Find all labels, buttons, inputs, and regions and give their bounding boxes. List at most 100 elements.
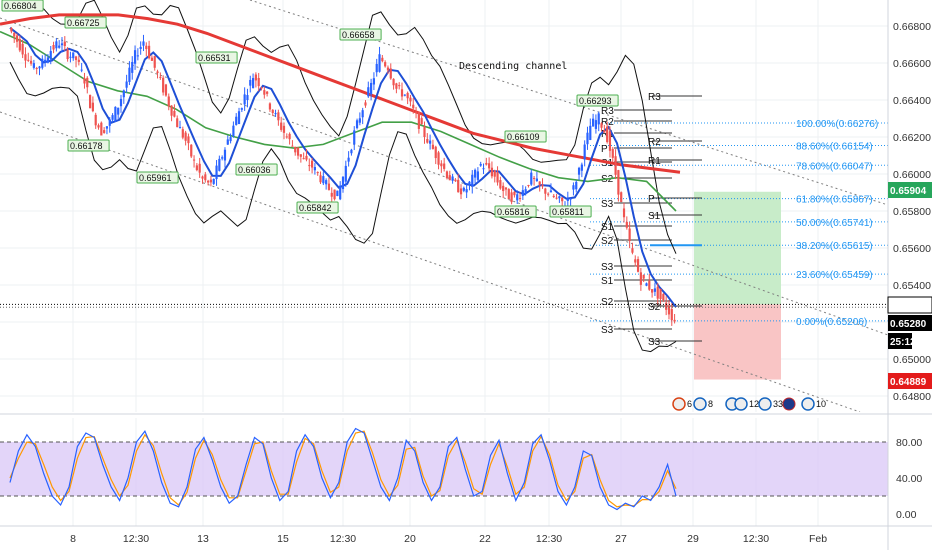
- candle-body: [260, 87, 263, 89]
- candle-body: [372, 78, 376, 85]
- candle-body: [142, 41, 145, 46]
- candle-body: [400, 89, 404, 97]
- candle-body: [361, 110, 364, 118]
- candle-body: [516, 194, 519, 201]
- candle-body: [310, 160, 314, 168]
- pivot-label: S3: [648, 337, 661, 348]
- peak-label-box: [296, 201, 339, 214]
- x-tick-label: 12:30: [536, 533, 562, 545]
- candle-body: [583, 144, 586, 160]
- candle-body: [153, 56, 156, 68]
- x-tick-label: 20: [404, 533, 416, 545]
- candle-body: [139, 46, 142, 49]
- candle-body: [347, 157, 350, 162]
- candle-body: [60, 43, 64, 46]
- y-tick-label: 0.66200: [893, 132, 931, 144]
- candle-body: [648, 280, 651, 290]
- candle-body: [524, 189, 527, 194]
- candle-body: [493, 170, 496, 177]
- candle-body: [659, 288, 662, 299]
- pivot-label: P: [648, 194, 655, 205]
- candle-body: [80, 69, 83, 71]
- candle-body: [628, 228, 631, 242]
- candle-body: [409, 97, 412, 102]
- candle-body: [367, 87, 370, 97]
- price-tag-current: [888, 315, 932, 331]
- fib-level-label: 38.20%(0.65615): [796, 241, 873, 252]
- candle-body: [325, 180, 328, 185]
- candle-body: [370, 82, 373, 95]
- candle-body: [417, 111, 420, 129]
- pivot-label: P: [601, 144, 608, 155]
- peak-label-box: [576, 94, 619, 107]
- candle-body: [448, 175, 451, 181]
- fibonacci-retracement[interactable]: 100.00%(0.66276) 88.60%(0.66154) 78.60%(0.…: [590, 119, 888, 328]
- candle-body: [69, 56, 72, 58]
- candle-body: [488, 163, 491, 169]
- event-count: 6: [687, 399, 692, 409]
- fib-level-label: 88.60%(0.66154): [796, 142, 873, 153]
- bollinger-bands: [9, 0, 677, 353]
- candle-body: [195, 165, 198, 171]
- candle-body: [150, 57, 154, 61]
- price-lines: [0, 303, 888, 308]
- x-tick-label: 29: [687, 533, 699, 545]
- candle-body: [412, 104, 415, 109]
- candle-body: [344, 165, 347, 182]
- candle-body: [246, 95, 249, 100]
- candle-body: [549, 190, 553, 193]
- candle-body: [15, 35, 19, 42]
- candle-body: [207, 180, 210, 183]
- flag-icon[interactable]: [734, 397, 748, 411]
- candle-body: [167, 96, 170, 107]
- candle-body: [420, 118, 423, 125]
- candle-body: [229, 137, 232, 142]
- candle-body: [187, 136, 190, 144]
- candle-body: [97, 125, 100, 128]
- candle-body: [603, 130, 606, 133]
- stoch-y-tick-label: 40.00: [896, 473, 922, 485]
- candle-body: [44, 59, 47, 62]
- candle-body: [235, 116, 238, 125]
- economic-events[interactable]: 685123310: [672, 397, 826, 411]
- flag-icon[interactable]: [672, 397, 686, 411]
- flag-icon[interactable]: [693, 397, 707, 411]
- candle-body: [271, 109, 274, 114]
- stoch-d-line: [9, 430, 677, 508]
- x-tick-label: 12:30: [743, 533, 769, 545]
- candle-body: [263, 90, 266, 95]
- fib-level-label: 23.60%(0.65459): [796, 270, 873, 281]
- candle-body: [406, 92, 409, 99]
- candle-body: [198, 163, 201, 173]
- channel-line: [0, 17, 888, 336]
- peak-label-box: [235, 163, 278, 176]
- candle-body: [544, 188, 547, 194]
- candle-body: [86, 77, 89, 88]
- candle-body: [665, 302, 668, 310]
- candle-body: [398, 85, 401, 87]
- candle-body: [575, 181, 578, 190]
- candle-body: [74, 56, 78, 60]
- event-count: 33: [773, 399, 783, 409]
- candle-body: [429, 140, 432, 144]
- candle-body: [232, 125, 235, 137]
- candle-body: [473, 169, 477, 178]
- candle-body: [32, 63, 35, 68]
- candle-body: [240, 108, 243, 110]
- candle-body: [83, 78, 86, 84]
- candle-body: [52, 44, 55, 50]
- peak-label: 0.66658: [342, 30, 375, 40]
- flag-icon[interactable]: [801, 397, 815, 411]
- candle-body: [462, 187, 465, 191]
- candle-body: [479, 163, 482, 166]
- candle-body: [24, 54, 27, 61]
- candle-body: [625, 221, 628, 228]
- candle-body: [131, 61, 134, 73]
- x-tick-label: 27: [615, 533, 627, 545]
- event-count: 10: [816, 399, 826, 409]
- candle-body: [527, 185, 530, 187]
- candle-body: [164, 84, 168, 96]
- fib-level-label: 100.00%(0.66276): [796, 119, 878, 130]
- flag-icon[interactable]: [758, 397, 772, 411]
